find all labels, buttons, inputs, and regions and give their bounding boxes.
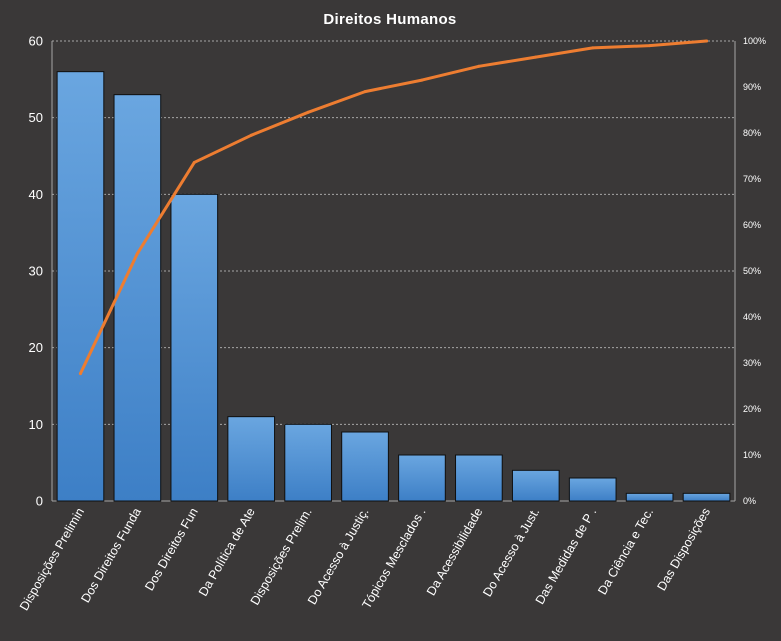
y2-tick-label: 50% <box>743 266 761 276</box>
bar <box>170 193 219 502</box>
bar <box>568 477 617 502</box>
x-category-label: Do Acesso à Just. <box>480 506 542 600</box>
x-category-label: Da Política de Ate <box>196 505 258 598</box>
line-point <box>477 64 481 68</box>
y-tick-label: 50 <box>29 110 43 125</box>
y-axis-left-ticks: 0 10 20 30 40 50 60 <box>29 34 43 509</box>
x-category-label: Disposições Prelimin <box>17 505 87 613</box>
line-point <box>249 133 253 137</box>
x-category-label: Das Medidas de P . <box>533 506 600 607</box>
x-category-label: Dos Direitos Funda <box>78 505 144 605</box>
cumulative-line-series <box>78 39 709 376</box>
line-point <box>420 78 424 82</box>
line-point <box>648 44 652 48</box>
y-tick-label: 10 <box>29 417 43 432</box>
y2-tick-label: 20% <box>743 404 761 414</box>
y-tick-label: 20 <box>29 340 43 355</box>
line-point <box>363 90 367 94</box>
chart-title: Direitos Humanos <box>323 11 456 28</box>
y2-tick-label: 0% <box>743 496 756 506</box>
x-category-label: Das Disposições <box>654 506 713 594</box>
bar <box>511 469 560 502</box>
line-point <box>306 110 310 114</box>
x-category-label: Tópicos Mesclados . <box>359 506 428 612</box>
y2-tick-label: 30% <box>743 358 761 368</box>
cumulative-line <box>78 39 709 376</box>
x-category-label: Dos Direitos Fun <box>142 505 201 593</box>
axes <box>51 41 736 502</box>
y-axis-right-ticks: 0% 10% 20% 30% 40% 50% 60% 70% 80% 90% 100% <box>743 36 766 506</box>
x-category-label: Da Ciência e Tec. <box>595 506 656 598</box>
line-point <box>591 46 595 50</box>
gridlines <box>52 40 735 425</box>
y2-tick-label: 90% <box>743 82 761 92</box>
y2-tick-label: 60% <box>743 220 761 230</box>
y2-tick-label: 40% <box>743 312 761 322</box>
y2-tick-label: 80% <box>743 128 761 138</box>
x-category-label: Disposições Prelim. <box>248 506 315 608</box>
y-tick-label: 0 <box>36 494 43 509</box>
bar <box>227 416 276 502</box>
y2-tick-label: 100% <box>743 36 766 46</box>
bar <box>625 492 674 502</box>
line-point <box>192 160 196 164</box>
bar <box>113 94 162 502</box>
x-category-label: Da Acessibilidade <box>424 505 485 597</box>
bar <box>56 71 105 502</box>
line-point <box>135 252 139 256</box>
y-tick-label: 40 <box>29 187 43 202</box>
line-point <box>78 372 82 376</box>
bar <box>341 431 389 502</box>
line-point <box>534 55 538 59</box>
line-point <box>705 39 709 43</box>
bar <box>682 492 731 502</box>
bar-series <box>56 71 731 502</box>
bar <box>284 423 332 502</box>
y-tick-label: 30 <box>29 264 43 279</box>
x-category-label: Do Acesso à Justiç. <box>305 506 372 607</box>
bar <box>398 454 446 502</box>
y2-tick-label: 10% <box>743 450 761 460</box>
y-tick-label: 60 <box>29 34 43 49</box>
y2-tick-label: 70% <box>743 174 761 184</box>
bar <box>455 454 503 502</box>
